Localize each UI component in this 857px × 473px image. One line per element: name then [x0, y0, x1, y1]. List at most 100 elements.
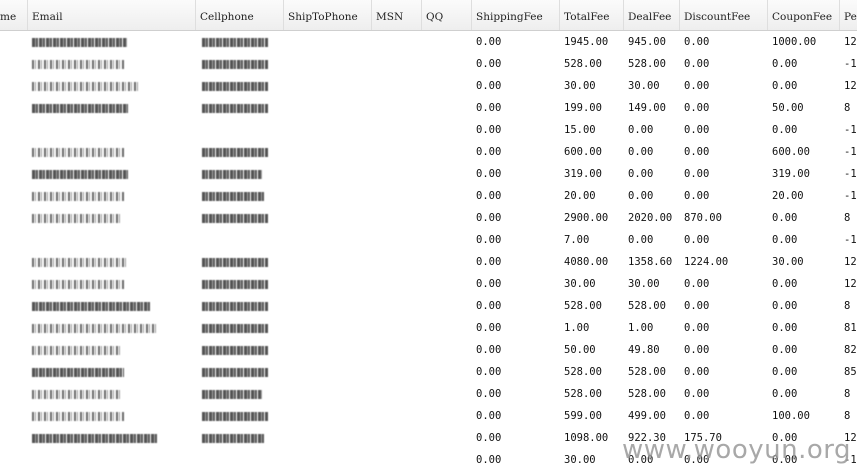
table-row[interactable]: 0.00 528.00 528.00 0.00 0.00 8	[0, 383, 857, 405]
table-row[interactable]: 0.00 1.00 1.00 0.00 0.00 81	[0, 317, 857, 339]
cell-pe: 8	[844, 300, 851, 312]
header-pe[interactable]: Pe	[840, 0, 857, 30]
cell-couponfee: 50.00	[772, 102, 804, 114]
cell-dealfee: 1.00	[628, 322, 654, 334]
cell-dealfee: 2020.00	[628, 212, 673, 224]
cell-dealfee: 0.00	[628, 146, 654, 158]
cell-couponfee: 600.00	[772, 146, 810, 158]
cell-shippingfee: 0.00	[476, 190, 502, 202]
cell-pe: 12	[844, 278, 857, 290]
cell-couponfee: 0.00	[772, 344, 798, 356]
table-row[interactable]: 0.00 528.00 528.00 0.00 0.00 8	[0, 295, 857, 317]
cell-totalfee: 528.00	[564, 388, 602, 400]
cell-dealfee: 0.00	[628, 190, 654, 202]
table-row[interactable]: 0.00 1098.00 922.30 175.70 0.00 12	[0, 427, 857, 449]
cell-dealfee: 0.00	[628, 124, 654, 136]
cell-shippingfee: 0.00	[476, 410, 502, 422]
table-row[interactable]: 0.00 1945.00 945.00 0.00 1000.00 12	[0, 31, 857, 53]
table-row[interactable]: 0.00 15.00 0.00 0.00 0.00 -1	[0, 119, 857, 141]
cell-totalfee: 600.00	[564, 146, 602, 158]
cell-couponfee: 20.00	[772, 190, 804, 202]
cell-totalfee: 30.00	[564, 278, 596, 290]
table-row[interactable]: 0.00 20.00 0.00 0.00 20.00 -1	[0, 185, 857, 207]
cell-pe: -1	[844, 146, 857, 158]
cell-totalfee: 1098.00	[564, 432, 609, 444]
cell-totalfee: 2900.00	[564, 212, 609, 224]
header-email[interactable]: Email	[28, 0, 196, 30]
cell-pe: -1	[844, 58, 857, 70]
redacted-cellphone	[202, 82, 268, 91]
header-discountfee[interactable]: DiscountFee	[680, 0, 768, 30]
cell-discountfee: 1224.00	[684, 256, 729, 268]
redacted-cellphone	[202, 368, 268, 377]
redacted-cellphone	[202, 346, 268, 355]
redacted-cellphone	[202, 302, 268, 311]
cell-couponfee: 319.00	[772, 168, 810, 180]
cell-totalfee: 7.00	[564, 234, 590, 246]
cell-dealfee: 30.00	[628, 278, 660, 290]
table-row[interactable]: 0.00 599.00 499.00 0.00 100.00 8	[0, 405, 857, 427]
header-qq[interactable]: QQ	[422, 0, 472, 30]
cell-discountfee: 0.00	[684, 58, 710, 70]
table-row[interactable]: 0.00 7.00 0.00 0.00 0.00 -1	[0, 229, 857, 251]
redacted-cellphone	[202, 192, 264, 201]
table-row[interactable]: 0.00 600.00 0.00 0.00 600.00 -1	[0, 141, 857, 163]
table-row[interactable]: 0.00 2900.00 2020.00 870.00 0.00 8	[0, 207, 857, 229]
cell-couponfee: 30.00	[772, 256, 804, 268]
cell-totalfee: 528.00	[564, 366, 602, 378]
redacted-email	[32, 280, 124, 289]
header-name[interactable]: me	[0, 0, 28, 30]
cell-pe: 85	[844, 366, 857, 378]
cell-dealfee: 0.00	[628, 234, 654, 246]
table-row[interactable]: 0.00 50.00 49.80 0.00 0.00 82	[0, 339, 857, 361]
header-cellphone[interactable]: Cellphone	[196, 0, 284, 30]
cell-discountfee: 0.00	[684, 146, 710, 158]
cell-pe: 8	[844, 212, 851, 224]
cell-shippingfee: 0.00	[476, 322, 502, 334]
header-dealfee[interactable]: DealFee	[624, 0, 680, 30]
cell-dealfee: 528.00	[628, 366, 666, 378]
table-row[interactable]: 0.00 30.00 30.00 0.00 0.00 12	[0, 75, 857, 97]
table-row[interactable]: 0.00 319.00 0.00 0.00 319.00 -1	[0, 163, 857, 185]
redacted-email	[32, 214, 122, 223]
header-totalfee[interactable]: TotalFee	[560, 0, 624, 30]
cell-discountfee: 870.00	[684, 212, 722, 224]
table-row[interactable]: 0.00 30.00 30.00 0.00 0.00 12	[0, 273, 857, 295]
cell-discountfee: 0.00	[684, 410, 710, 422]
table-row[interactable]: 0.00 30.00 0.00 0.00 0.00 -1	[0, 449, 857, 471]
cell-pe: 12	[844, 432, 857, 444]
cell-pe: 12	[844, 36, 857, 48]
redacted-email	[32, 38, 127, 47]
table-row[interactable]: 0.00 199.00 149.00 0.00 50.00 8	[0, 97, 857, 119]
cell-dealfee: 499.00	[628, 410, 666, 422]
cell-discountfee: 175.70	[684, 432, 722, 444]
table-row[interactable]: 0.00 4080.00 1358.60 1224.00 30.00 12	[0, 251, 857, 273]
cell-couponfee: 0.00	[772, 300, 798, 312]
cell-couponfee: 0.00	[772, 432, 798, 444]
cell-totalfee: 1.00	[564, 322, 590, 334]
cell-shippingfee: 0.00	[476, 388, 502, 400]
cell-discountfee: 0.00	[684, 454, 710, 466]
cell-totalfee: 319.00	[564, 168, 602, 180]
header-msn[interactable]: MSN	[372, 0, 422, 30]
cell-discountfee: 0.00	[684, 190, 710, 202]
table-row[interactable]: 0.00 528.00 528.00 0.00 0.00 -1	[0, 53, 857, 75]
cell-shippingfee: 0.00	[476, 36, 502, 48]
redacted-email	[32, 368, 124, 377]
header-shippingfee[interactable]: ShippingFee	[472, 0, 560, 30]
cell-shippingfee: 0.00	[476, 212, 502, 224]
cell-discountfee: 0.00	[684, 366, 710, 378]
redacted-email	[32, 302, 150, 311]
cell-dealfee: 49.80	[628, 344, 660, 356]
header-couponfee[interactable]: CouponFee	[768, 0, 840, 30]
cell-discountfee: 0.00	[684, 344, 710, 356]
cell-shippingfee: 0.00	[476, 80, 502, 92]
cell-couponfee: 0.00	[772, 80, 798, 92]
cell-dealfee: 30.00	[628, 80, 660, 92]
table-row[interactable]: 0.00 528.00 528.00 0.00 0.00 85	[0, 361, 857, 383]
header-shiptophone[interactable]: ShipToPhone	[284, 0, 372, 30]
redacted-email	[32, 60, 124, 69]
redacted-email	[32, 390, 122, 399]
redacted-cellphone	[202, 148, 268, 157]
cell-totalfee: 15.00	[564, 124, 596, 136]
